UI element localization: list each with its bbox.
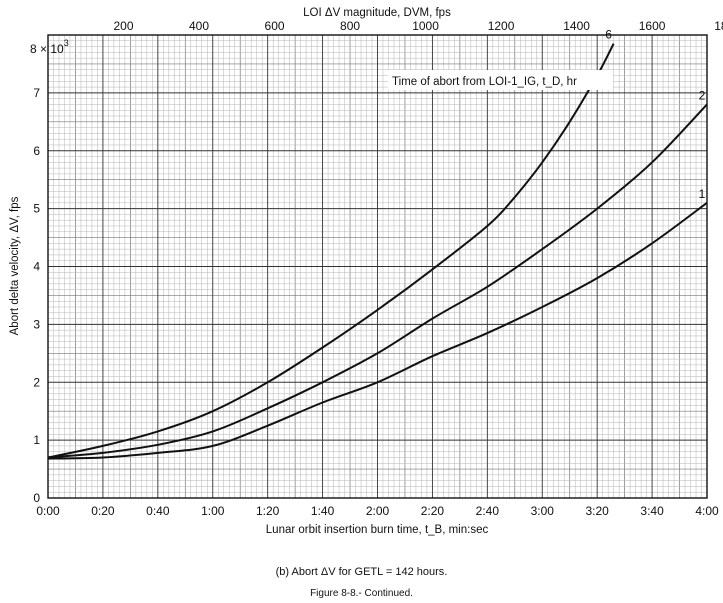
series-line-6 (47, 43, 615, 459)
x-tick-label: 2:20 (421, 504, 445, 518)
y-top-label-exponent: 3 (64, 38, 69, 48)
y-tick-label: 7 (33, 86, 40, 100)
series-label-6: 6 (605, 28, 612, 42)
y-axis-ticks: 0 1 2 3 4 5 6 7 (33, 86, 40, 505)
x-tick-label: 3:00 (531, 504, 555, 518)
y-top-label: 8 × 103 (30, 38, 69, 56)
y-tick-label: 6 (33, 144, 40, 158)
series-line-2 (47, 103, 708, 459)
top-tick-label: 400 (189, 19, 209, 33)
x-tick-label: 1:00 (201, 504, 225, 518)
x-tick-label: 2:00 (366, 504, 390, 518)
y-tick-label: 3 (33, 317, 40, 331)
x-tick-label: 2:40 (476, 504, 500, 518)
x-axis-label: Lunar orbit insertion burn time, t_B, mi… (266, 524, 489, 536)
top-tick-label: 800 (340, 19, 360, 33)
subfigure-caption: (b) Abort ΔV for GETL = 142 hours. (275, 566, 448, 578)
figure-caption: Figure 8-8.- Continued. (310, 588, 413, 599)
x-tick-label: 0:40 (146, 504, 170, 518)
y-tick-label: 5 (33, 202, 40, 216)
series-line-1 (47, 201, 708, 460)
top-tick-label: 200 (113, 19, 133, 33)
y-tick-label: 0 (33, 491, 40, 505)
x-tick-label: 4:00 (695, 504, 719, 518)
y-tick-label: 1 (33, 433, 40, 447)
top-tick-label: 1400 (563, 19, 590, 33)
top-tick-label: 1600 (639, 19, 666, 33)
x-tick-label: 1:40 (311, 504, 335, 518)
top-tick-label: 600 (265, 19, 285, 33)
y-tick-label: 4 (33, 260, 40, 274)
top-axis-ticks: 200 400 600 800 1000 1200 1400 1600 1800 (113, 19, 723, 33)
series-labels: 6 2 1 (605, 28, 705, 201)
x-tick-label: 1:20 (256, 504, 280, 518)
series-label-2: 2 (699, 88, 706, 102)
legend-title-box: Time of abort from LOI-1_IG, t_D, hr (388, 70, 613, 90)
series-layer (47, 43, 708, 460)
chart-title: LOI ΔV magnitude, DVM, fps (303, 7, 451, 19)
plot-frame (47, 34, 708, 499)
series-label-1: 1 (699, 187, 706, 201)
legend-title: Time of abort from LOI-1_IG, t_D, hr (392, 76, 577, 88)
chart: 0:00 0:20 0:40 1:00 1:20 1:40 2:00 2:20 2:40 3:00… (9, 7, 723, 536)
top-tick-label: 1000 (412, 19, 439, 33)
x-tick-label: 0:00 (36, 504, 60, 518)
x-tick-label: 3:20 (585, 504, 609, 518)
y-axis-label: Abort delta velocity, ΔV, fps (9, 196, 21, 335)
top-tick-label: 1800 (714, 19, 723, 33)
top-tick-label: 1200 (488, 19, 515, 33)
x-tick-label: 0:20 (91, 504, 115, 518)
y-top-label-base: 8 × 10 (30, 42, 64, 56)
y-tick-label: 2 (33, 375, 40, 389)
x-axis-ticks: 0:00 0:20 0:40 1:00 1:20 1:40 2:00 2:20 2:40 3:00… (36, 504, 719, 518)
x-tick-label: 3:40 (640, 504, 664, 518)
